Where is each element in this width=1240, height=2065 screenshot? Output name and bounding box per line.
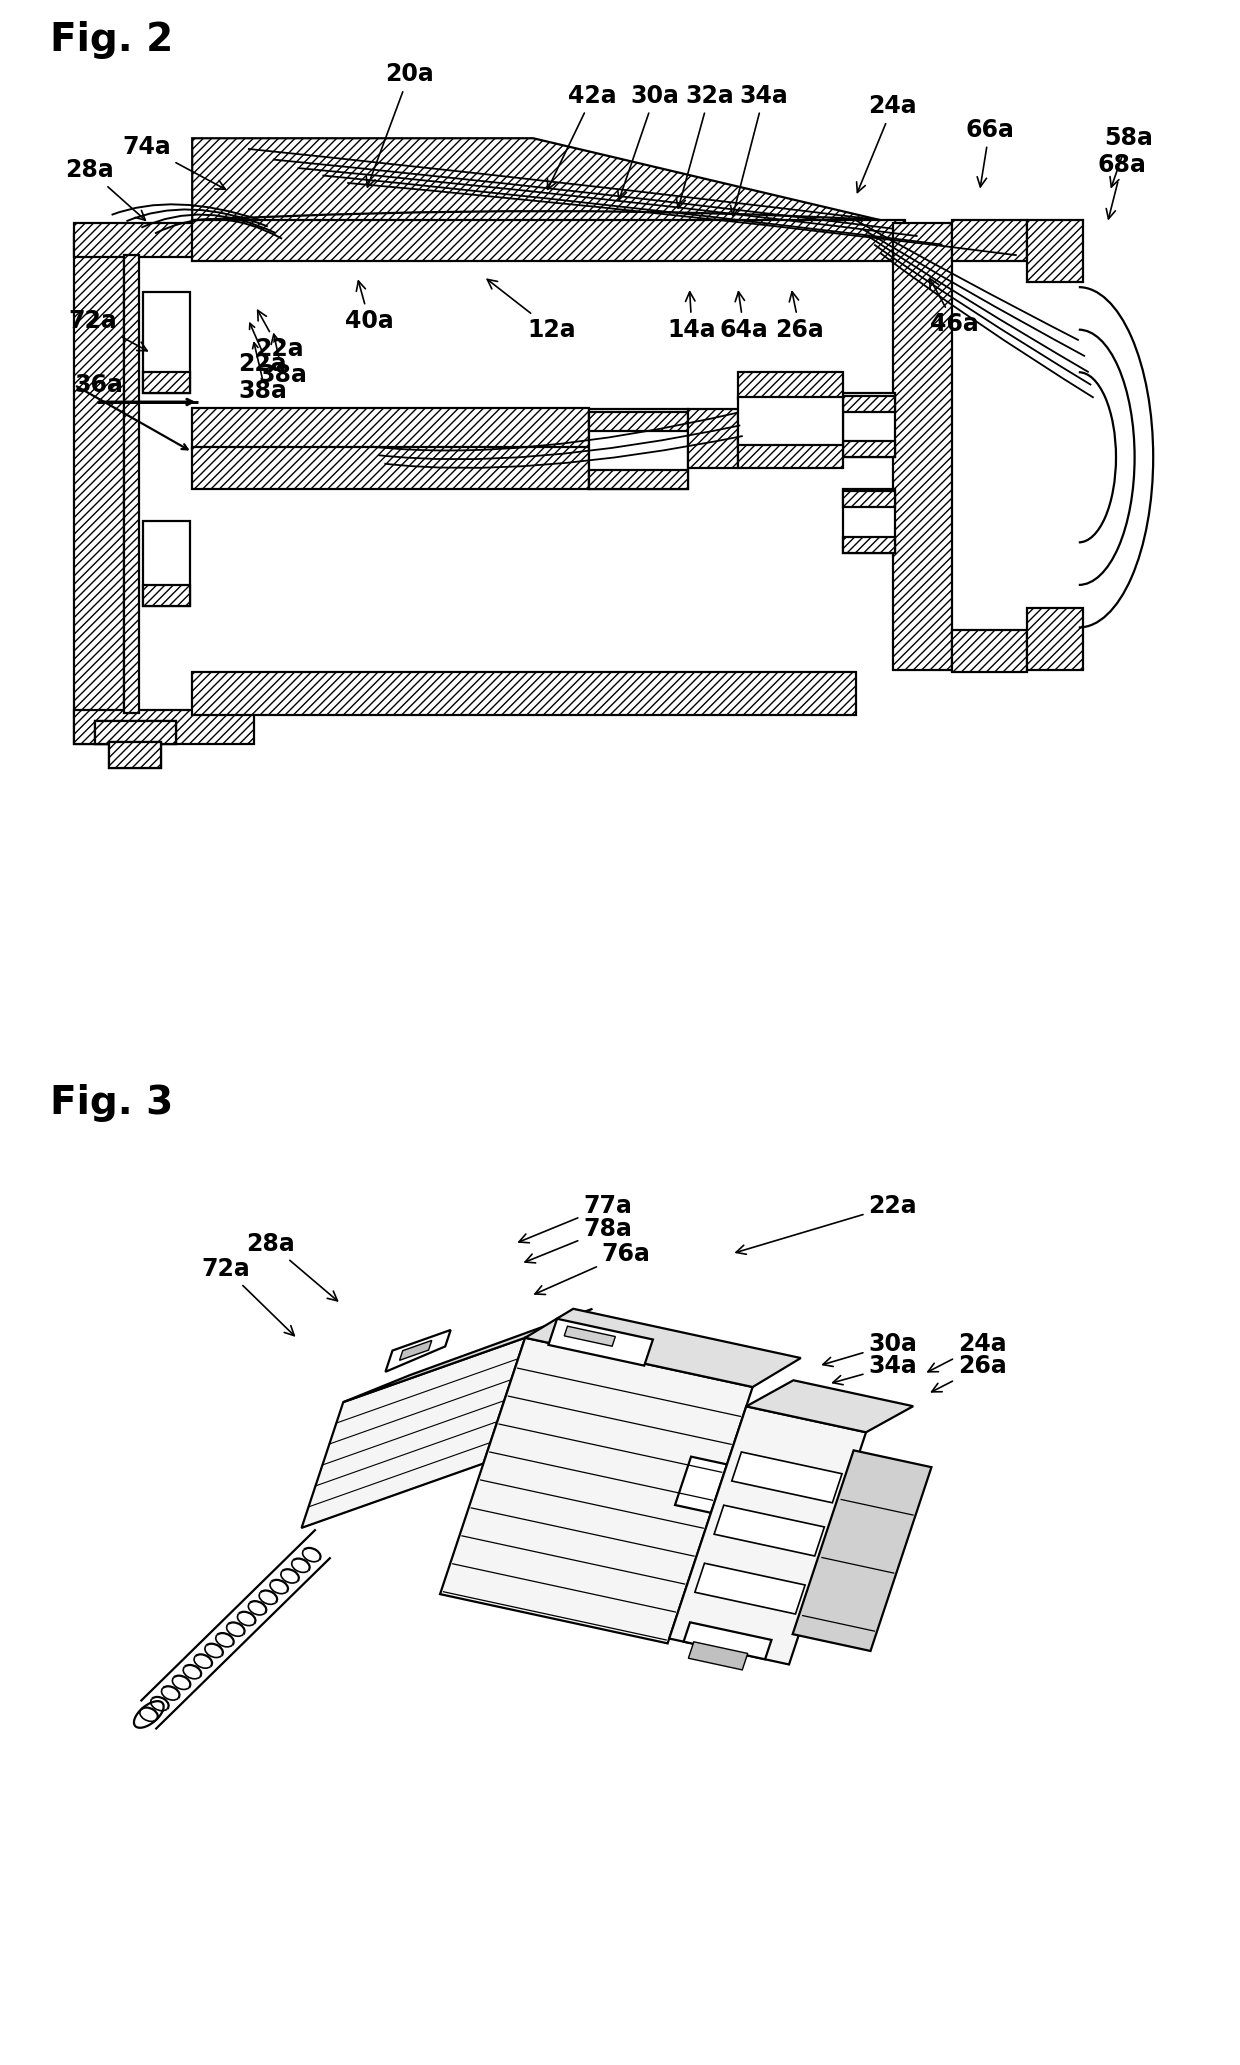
Polygon shape bbox=[525, 1309, 801, 1388]
Bar bbox=[124, 256, 139, 712]
Text: 14a: 14a bbox=[667, 291, 717, 341]
Bar bbox=[143, 293, 190, 394]
Bar bbox=[95, 721, 176, 745]
Text: 72a: 72a bbox=[68, 310, 148, 351]
Bar bbox=[143, 584, 190, 607]
Text: 12a: 12a bbox=[487, 279, 577, 341]
Polygon shape bbox=[440, 1338, 753, 1644]
Polygon shape bbox=[670, 1406, 866, 1664]
Text: 72a: 72a bbox=[201, 1258, 294, 1336]
Bar bbox=[109, 741, 161, 768]
Text: 28a: 28a bbox=[246, 1231, 337, 1301]
Text: 32a: 32a bbox=[676, 85, 734, 209]
Polygon shape bbox=[683, 1623, 771, 1660]
Text: 24a: 24a bbox=[857, 95, 918, 192]
Text: 36a: 36a bbox=[74, 374, 123, 396]
Bar bbox=[843, 491, 895, 508]
Text: Fig. 2: Fig. 2 bbox=[50, 21, 172, 60]
Bar bbox=[74, 710, 254, 745]
Text: 64a: 64a bbox=[719, 291, 769, 341]
Text: 77a: 77a bbox=[518, 1194, 632, 1243]
Bar bbox=[74, 223, 254, 258]
Text: 78a: 78a bbox=[525, 1216, 632, 1264]
Bar bbox=[143, 372, 190, 394]
Polygon shape bbox=[386, 1330, 450, 1371]
Bar bbox=[589, 409, 688, 489]
Text: 22a: 22a bbox=[238, 351, 288, 376]
Text: 22a: 22a bbox=[254, 310, 304, 361]
Polygon shape bbox=[694, 1563, 805, 1615]
Text: 40a: 40a bbox=[345, 281, 394, 332]
Text: 24a: 24a bbox=[928, 1332, 1007, 1371]
Text: 58a: 58a bbox=[1104, 126, 1153, 188]
Bar bbox=[843, 396, 895, 411]
Polygon shape bbox=[548, 1320, 653, 1365]
Polygon shape bbox=[732, 1452, 842, 1503]
Bar bbox=[738, 396, 843, 444]
Polygon shape bbox=[564, 1326, 615, 1346]
Bar bbox=[738, 372, 843, 399]
Bar bbox=[843, 537, 895, 553]
Polygon shape bbox=[746, 1379, 913, 1433]
Polygon shape bbox=[688, 1642, 748, 1671]
Polygon shape bbox=[343, 1309, 593, 1402]
Text: 28a: 28a bbox=[64, 159, 145, 221]
Bar bbox=[192, 446, 589, 489]
Polygon shape bbox=[399, 1340, 432, 1361]
Text: 30a: 30a bbox=[823, 1332, 918, 1367]
Bar bbox=[738, 442, 843, 469]
Bar bbox=[74, 233, 124, 745]
Bar bbox=[589, 411, 688, 432]
Text: 22a: 22a bbox=[737, 1194, 918, 1253]
Text: 34a: 34a bbox=[833, 1355, 918, 1386]
Bar bbox=[1027, 221, 1083, 281]
Bar bbox=[1027, 609, 1083, 669]
Polygon shape bbox=[301, 1338, 525, 1528]
Polygon shape bbox=[792, 1450, 931, 1652]
Bar bbox=[843, 394, 895, 456]
Bar bbox=[952, 630, 1027, 671]
Text: 38a: 38a bbox=[258, 335, 308, 388]
Bar bbox=[143, 520, 190, 607]
Text: 20a: 20a bbox=[366, 62, 434, 188]
Text: 66a: 66a bbox=[965, 118, 1014, 186]
Text: 42a: 42a bbox=[547, 85, 618, 190]
Text: 34a: 34a bbox=[730, 85, 789, 215]
Bar bbox=[952, 221, 1027, 260]
Text: 68a: 68a bbox=[1097, 153, 1147, 219]
Bar bbox=[843, 442, 895, 456]
Polygon shape bbox=[192, 138, 880, 221]
Text: 26a: 26a bbox=[931, 1355, 1007, 1392]
Bar bbox=[688, 409, 738, 469]
Text: Fig. 3: Fig. 3 bbox=[50, 1084, 172, 1121]
Bar bbox=[109, 741, 161, 768]
Bar bbox=[95, 721, 176, 745]
Text: 26a: 26a bbox=[775, 291, 825, 341]
Text: 38a: 38a bbox=[238, 380, 288, 403]
Bar bbox=[843, 489, 895, 553]
Polygon shape bbox=[675, 1456, 727, 1514]
Text: 76a: 76a bbox=[534, 1241, 651, 1295]
Bar bbox=[589, 471, 688, 489]
Bar bbox=[893, 223, 952, 669]
Text: 30a: 30a bbox=[618, 85, 680, 200]
Bar bbox=[192, 409, 589, 448]
Bar bbox=[192, 671, 856, 714]
Polygon shape bbox=[714, 1505, 825, 1555]
Text: 74a: 74a bbox=[122, 134, 226, 190]
Text: 46a: 46a bbox=[930, 279, 980, 337]
Bar bbox=[192, 221, 905, 260]
